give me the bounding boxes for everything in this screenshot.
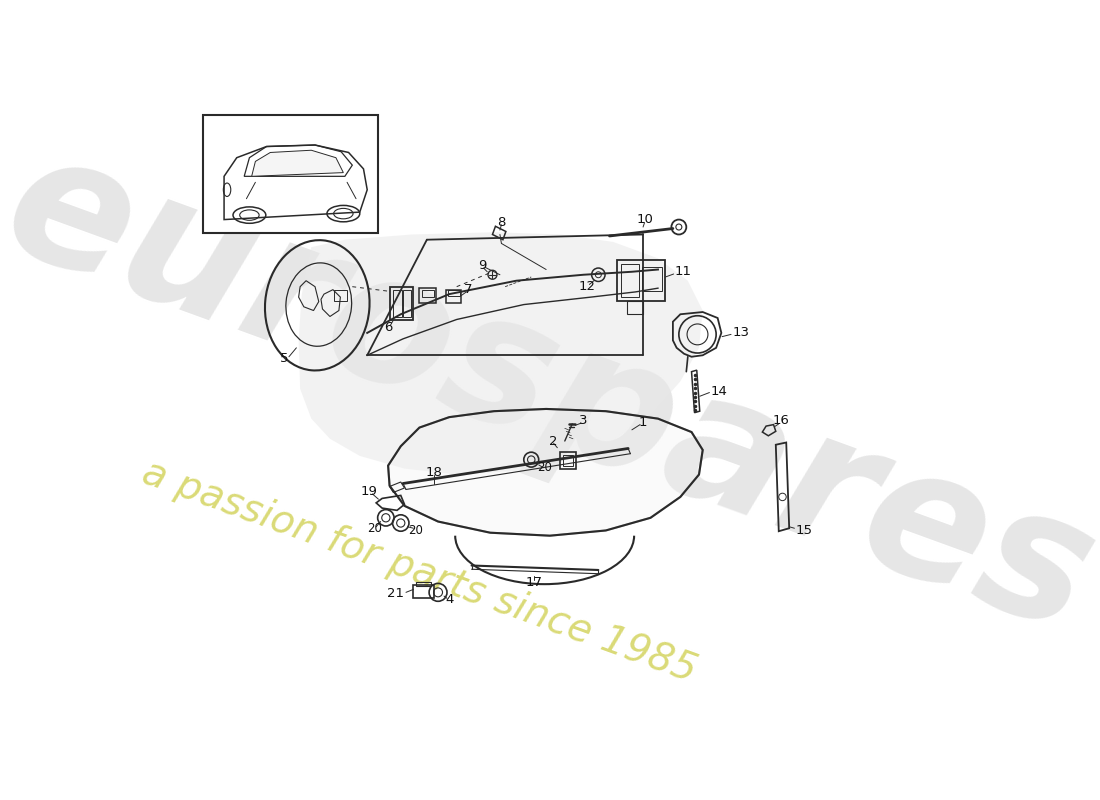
Text: 2: 2 <box>549 434 558 447</box>
Text: 3: 3 <box>580 414 587 427</box>
Bar <box>204 115 378 233</box>
Bar <box>414 585 435 598</box>
Bar <box>419 288 436 303</box>
Bar <box>627 301 644 314</box>
Text: 16: 16 <box>772 414 790 427</box>
Text: 12: 12 <box>579 280 596 293</box>
Polygon shape <box>388 409 703 536</box>
Text: 20: 20 <box>367 522 382 534</box>
Text: 14: 14 <box>711 385 727 398</box>
Text: 19: 19 <box>361 486 378 498</box>
Bar <box>393 290 402 318</box>
Text: 21: 21 <box>387 587 405 600</box>
Text: 10: 10 <box>636 213 653 226</box>
Bar <box>617 260 666 301</box>
Text: 1: 1 <box>639 416 647 429</box>
Bar <box>447 290 461 303</box>
Polygon shape <box>252 150 343 176</box>
Text: eurospares: eurospares <box>0 114 1100 670</box>
Text: 20: 20 <box>408 524 424 537</box>
Bar <box>560 452 576 469</box>
Text: 6: 6 <box>384 321 393 334</box>
Text: 18: 18 <box>426 466 443 479</box>
Bar <box>389 286 414 320</box>
Text: 17: 17 <box>526 576 542 589</box>
Text: 11: 11 <box>674 266 692 278</box>
Bar <box>448 290 460 296</box>
Text: 13: 13 <box>733 326 749 339</box>
Text: 4: 4 <box>446 594 453 606</box>
Text: 20: 20 <box>537 461 552 474</box>
Text: 8: 8 <box>497 216 506 229</box>
Bar <box>417 582 431 586</box>
Text: 15: 15 <box>796 524 813 537</box>
Bar <box>421 290 433 297</box>
Bar <box>562 455 573 466</box>
Bar <box>620 263 639 297</box>
Polygon shape <box>298 232 703 474</box>
Text: 5: 5 <box>279 353 288 366</box>
Bar <box>641 267 662 291</box>
Text: 9: 9 <box>478 259 487 272</box>
Text: 7: 7 <box>463 283 472 296</box>
Bar <box>333 290 348 301</box>
Text: a passion for parts since 1985: a passion for parts since 1985 <box>138 454 702 690</box>
Bar <box>403 290 411 318</box>
